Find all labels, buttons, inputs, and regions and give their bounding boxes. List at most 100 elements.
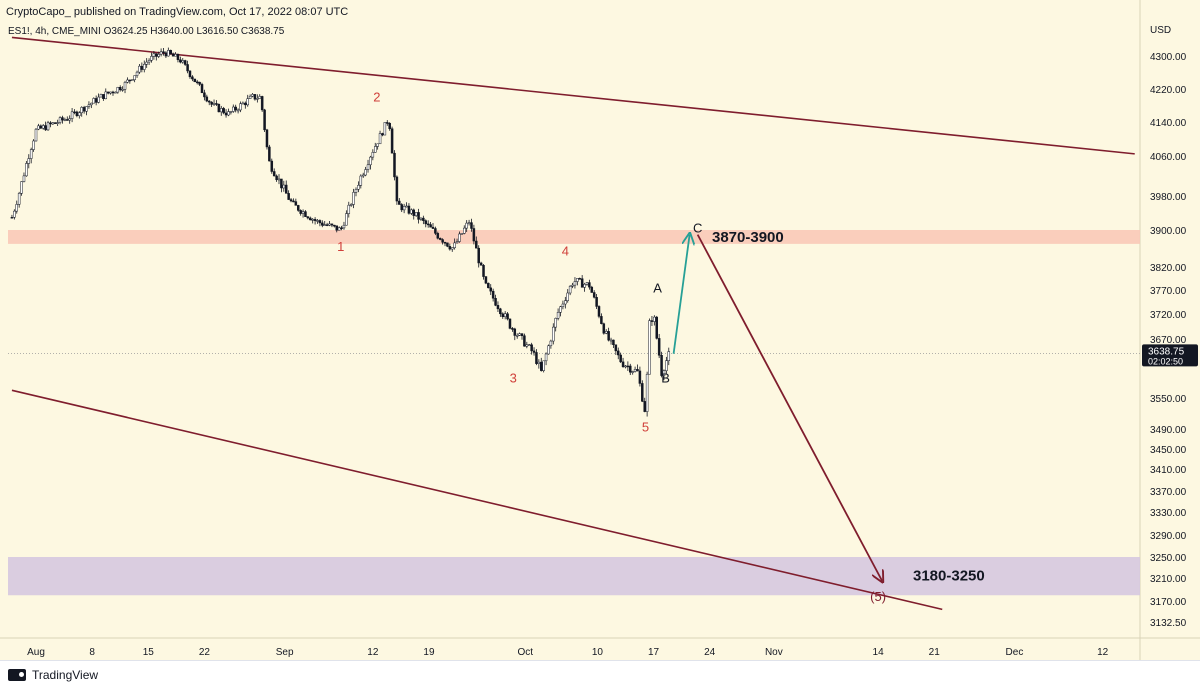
candle-body (167, 50, 170, 57)
candle-body (73, 111, 76, 114)
candle-body (241, 102, 245, 105)
y-tick-label: 3720.00 (1150, 310, 1187, 321)
candle-body (171, 53, 175, 57)
candle-body (323, 224, 326, 226)
candle-body (68, 118, 71, 121)
candle-body (251, 94, 254, 97)
candle-body (532, 350, 536, 353)
price-chart[interactable]: 21 435ABC(5)3870-39003180-3250USD4300.004… (0, 0, 1200, 660)
down-to-target-projection-arrow (696, 234, 882, 581)
candle-body (477, 247, 480, 264)
candle-body (277, 178, 281, 181)
candle-body (75, 111, 79, 116)
candle-body (381, 133, 384, 136)
candle-body (419, 217, 423, 220)
candle-body (665, 360, 668, 372)
candle-body (426, 223, 430, 226)
candle-body (590, 286, 594, 293)
candle-body (414, 212, 418, 216)
candle-body (44, 125, 47, 131)
candle-body (554, 318, 557, 328)
target-zone (8, 557, 1140, 596)
candle-body (571, 284, 574, 287)
candle-body (304, 211, 307, 217)
candle-body (530, 344, 533, 352)
candle-body (143, 64, 146, 70)
candle-body (525, 344, 529, 347)
candle-body (347, 204, 351, 214)
wave-label: 5 (642, 420, 649, 435)
candle-body (390, 128, 394, 154)
last-price-tag (1142, 344, 1198, 367)
x-tick-label: Dec (1006, 647, 1024, 658)
candle-body (13, 210, 16, 218)
candle-body (443, 242, 447, 244)
candle-body (465, 222, 468, 229)
candle-body (330, 223, 334, 226)
candle-body (20, 181, 23, 194)
candle-body (61, 117, 64, 121)
candle-body (544, 353, 548, 362)
candle-body (234, 106, 237, 111)
candle-body (484, 276, 488, 284)
candle-body (556, 312, 560, 319)
candle-body (121, 89, 124, 91)
candle-body (294, 201, 298, 206)
candle-body (405, 205, 408, 208)
y-tick-label: 3250.00 (1150, 553, 1187, 564)
candle-body (559, 306, 562, 313)
wave-label: 2 (373, 89, 380, 104)
candle-body (111, 91, 115, 94)
candle-body (513, 328, 517, 336)
y-tick-label: 3330.00 (1150, 508, 1187, 519)
candle-body (145, 61, 148, 65)
wave-label: (5) (870, 589, 886, 604)
ohlc-readout: ES1!, 4h, CME_MINI O3624.25 H3640.00 L36… (8, 26, 285, 37)
candle-body (147, 60, 151, 63)
candle-body (275, 175, 278, 180)
candle-body (535, 352, 538, 364)
candle-body (434, 228, 437, 234)
candle-body (564, 300, 567, 305)
candle-body (116, 87, 120, 93)
candle-body (417, 212, 420, 220)
candle-body (66, 119, 69, 121)
candle-body (27, 158, 31, 164)
candle-body (179, 59, 182, 63)
candle-body (429, 224, 432, 228)
candle-body (51, 122, 55, 125)
candle-body (660, 355, 663, 376)
candle-body (342, 224, 346, 229)
wave-label: 3 (510, 371, 517, 386)
candle-body (123, 82, 127, 90)
up-to-C-projection-arrow (672, 235, 690, 354)
candle-body (25, 163, 28, 177)
candle-body (436, 233, 440, 239)
candle-body (200, 84, 204, 94)
candle-body (479, 262, 483, 266)
candle-body (631, 371, 634, 373)
candle-body (313, 219, 317, 221)
candle-body (335, 225, 338, 231)
x-tick-label: 10 (592, 647, 604, 658)
candle-body (422, 217, 425, 221)
candle-body (191, 76, 194, 80)
candle-body (49, 122, 52, 125)
candle-body (653, 316, 656, 322)
candle-body (183, 60, 187, 65)
tradingview-logo[interactable]: TradingView (8, 668, 98, 682)
candle-body (268, 146, 271, 162)
candle-body (573, 281, 577, 286)
candle-body (155, 53, 158, 57)
candle-body (506, 313, 509, 320)
candle-body (333, 224, 336, 227)
last-price-value: 3638.75 (1148, 346, 1185, 357)
y-tick-label: 3450.00 (1150, 445, 1187, 456)
candle-body (549, 340, 553, 347)
candle-body (475, 240, 478, 249)
candle-body (253, 94, 257, 100)
candle-body (597, 306, 601, 317)
x-tick-label: 12 (1097, 647, 1109, 658)
candle-body (236, 109, 240, 112)
candle-body (130, 79, 134, 81)
